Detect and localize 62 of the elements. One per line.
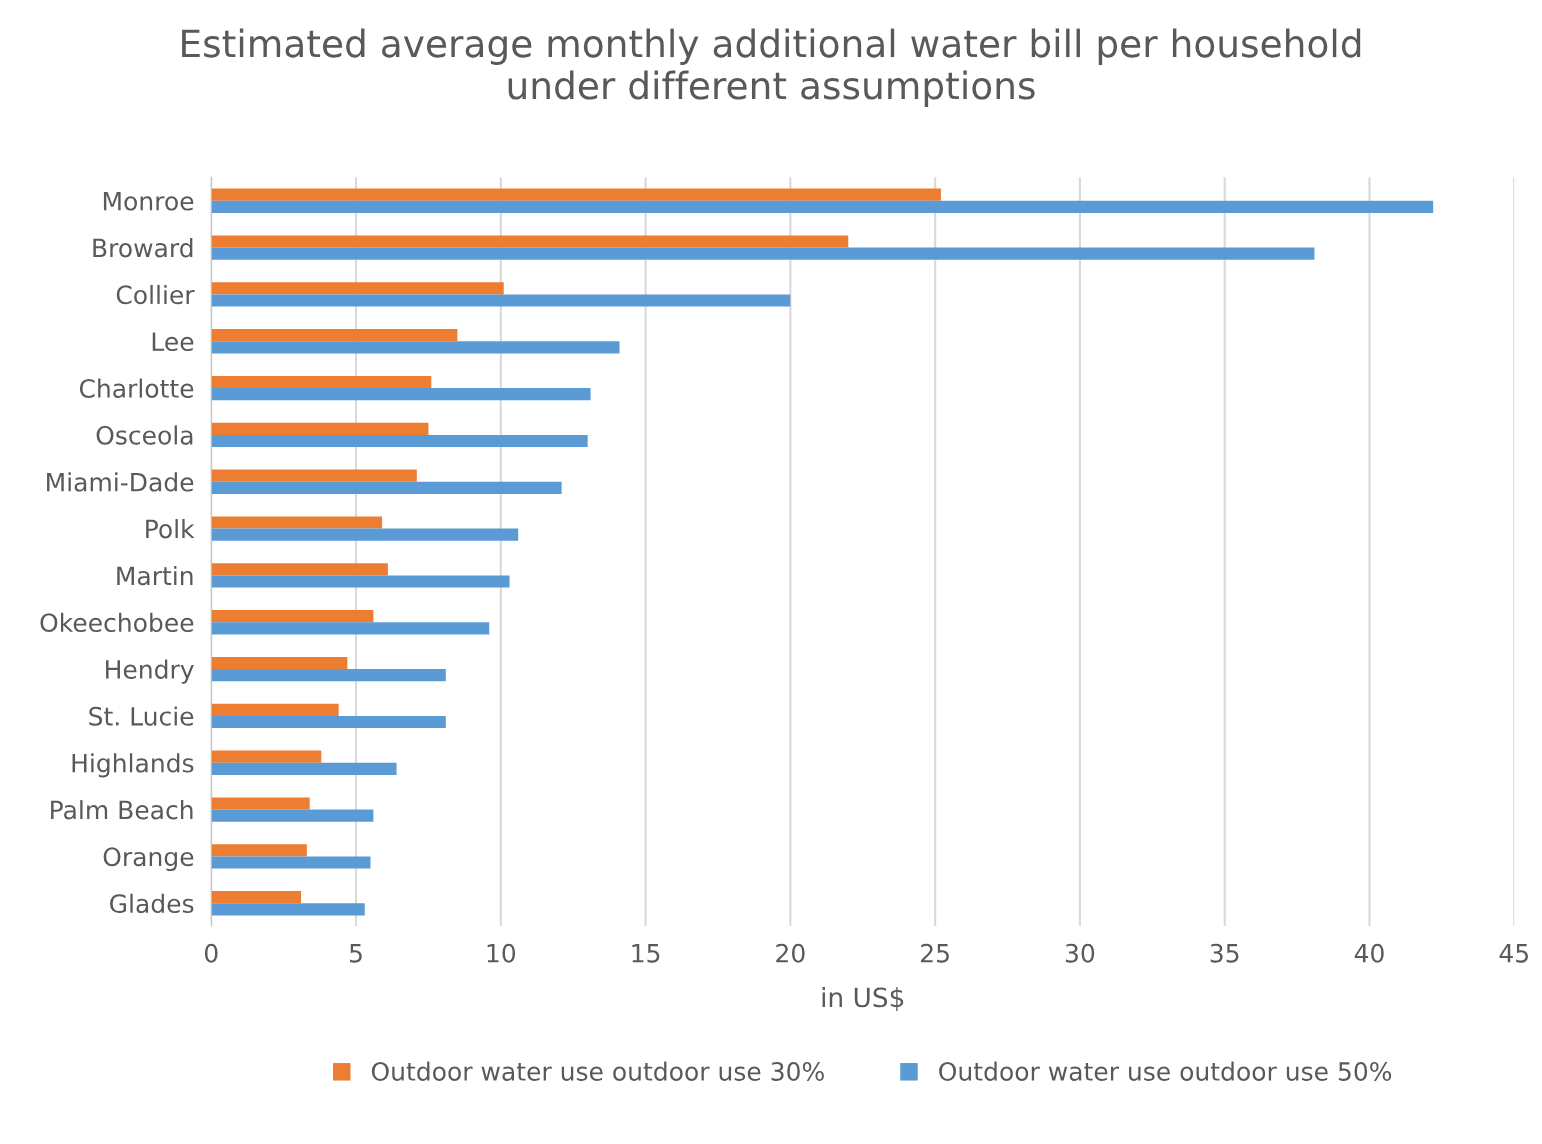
- bar: [211, 610, 374, 623]
- bar: [211, 844, 307, 857]
- bar: [211, 247, 1315, 260]
- x-axis-title: in US$: [822, 986, 904, 1011]
- y-tick-label: Lee: [152, 332, 194, 352]
- bar: [211, 294, 791, 307]
- bar: [211, 516, 383, 529]
- bar: [211, 528, 519, 541]
- bar: [211, 481, 562, 494]
- x-tick-label: 15: [632, 944, 660, 963]
- y-tick-label: Polk: [146, 519, 195, 539]
- bar: [211, 434, 588, 448]
- x-tick-label: 20: [776, 943, 805, 963]
- bar: [211, 809, 374, 822]
- bar: [211, 750, 322, 763]
- x-tick-label: 40: [1354, 943, 1384, 963]
- chart-title: Estimated average monthly additional water bill per household under different assumptions: [182, 28, 1361, 107]
- bar: [211, 388, 591, 401]
- y-tick-label: Osceola: [96, 425, 193, 445]
- legend-label: Outdoor water use outdoor use 50%: [939, 1061, 1392, 1081]
- y-tick-label: Orange: [103, 847, 194, 872]
- y-tick-label: Martin: [117, 565, 193, 586]
- y-tick-label: Hendry: [106, 659, 194, 684]
- bar: [211, 622, 490, 635]
- y-tick-label: Broward: [93, 238, 193, 258]
- bar: [211, 856, 371, 869]
- x-tick-label: 10: [487, 943, 516, 963]
- bar: [211, 341, 620, 354]
- x-tick-label: 30: [1065, 943, 1095, 963]
- y-tick-label: Charlotte: [79, 378, 194, 398]
- bar: [211, 329, 458, 342]
- y-tick-label: Highlands: [72, 753, 194, 778]
- x-tick-label: 35: [1210, 943, 1239, 963]
- y-tick-label: Collier: [116, 284, 195, 305]
- x-tick-label: 45: [1499, 944, 1528, 963]
- x-tick-label: 0: [204, 943, 218, 963]
- legend-label: Outdoor water use outdoor use 30%: [371, 1061, 824, 1081]
- bar: [211, 375, 432, 389]
- bar: [211, 715, 446, 729]
- bar: [211, 422, 429, 435]
- bar: [211, 762, 397, 775]
- x-tick-label: 25: [921, 943, 949, 963]
- bar: [211, 656, 348, 670]
- y-tick-label: Miami-Dade: [47, 472, 194, 492]
- x-tick-label: 5: [350, 944, 362, 963]
- bar: [211, 235, 849, 248]
- bar: [211, 200, 1434, 213]
- bar: [211, 282, 504, 295]
- bar: [211, 188, 941, 201]
- bar: [211, 469, 417, 482]
- y-tick-label: St. Lucie: [89, 706, 194, 726]
- bar: [211, 903, 365, 916]
- bar: [211, 797, 310, 810]
- bar: [211, 575, 510, 588]
- bar: [211, 891, 302, 904]
- y-tick-label: Monroe: [103, 192, 194, 211]
- bar: [211, 703, 339, 716]
- y-tick-label: Okeechobee: [40, 612, 194, 633]
- y-tick-label: Glades: [110, 893, 194, 914]
- bar: [211, 563, 388, 576]
- y-tick-label: Palm Beach: [51, 800, 193, 820]
- bar: [211, 669, 446, 682]
